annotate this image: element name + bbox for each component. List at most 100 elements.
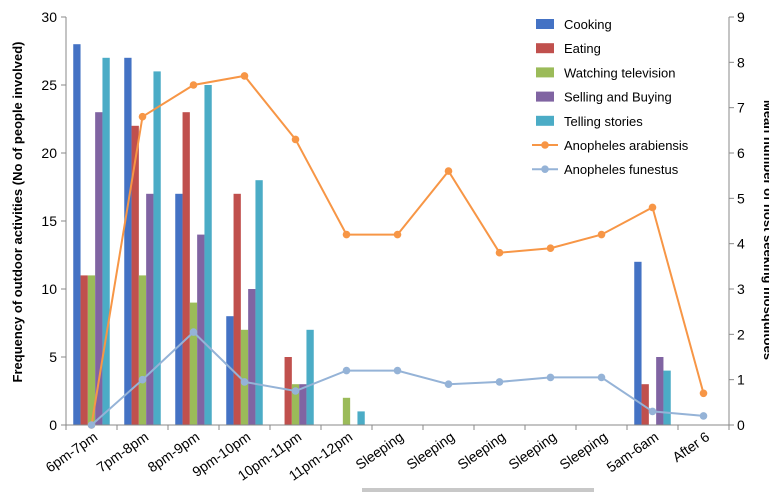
bars-layer <box>73 44 671 426</box>
point-anopheles-arabiensis-5 <box>342 230 351 239</box>
y-tick-label: 25 <box>41 77 57 93</box>
x-tick-label: Sleeping <box>352 428 406 472</box>
y-tick-label: 20 <box>41 145 57 161</box>
point-anopheles-arabiensis-6 <box>393 230 402 239</box>
bar-watching-television-5 <box>342 397 351 425</box>
y-axis-title: Frequency of outdoor activities (No of p… <box>10 42 25 383</box>
x-tick-label: Sleeping <box>403 428 457 472</box>
point-anopheles-funestus-9 <box>546 373 555 382</box>
point-anopheles-funestus-5 <box>342 366 351 375</box>
point-anopheles-funestus-11 <box>648 407 657 416</box>
point-anopheles-funestus-3 <box>240 378 249 386</box>
bar-watching-television-3 <box>240 329 249 425</box>
point-anopheles-arabiensis-11 <box>648 203 657 212</box>
x-tick-label: After 6 <box>669 428 712 465</box>
point-anopheles-funestus-0 <box>87 421 96 429</box>
y-tick-label: 30 <box>41 9 57 25</box>
bar-telling-stories-4 <box>306 329 314 425</box>
bar-telling-stories-3 <box>255 180 263 425</box>
sleeping-period-bracket <box>362 488 594 492</box>
legend-swatch-selling-and-buying <box>536 91 554 102</box>
x-tick-label: 6pm-7pm <box>43 428 101 475</box>
legend: Cooking Eating Watching television Selling … <box>532 17 689 177</box>
bar-telling-stories-0 <box>102 57 110 426</box>
bar-selling-and-buying-1 <box>146 193 154 425</box>
bar-eating-11 <box>641 384 649 425</box>
lines-layer <box>87 72 708 429</box>
bar-watching-television-0 <box>87 275 96 425</box>
bar-selling-and-buying-11 <box>656 357 664 425</box>
bar-eating-1 <box>131 125 139 426</box>
y2-tick-label: 7 <box>737 100 745 116</box>
point-anopheles-funestus-7 <box>444 380 453 389</box>
bar-watching-television-2 <box>189 302 198 425</box>
point-anopheles-arabiensis-7 <box>444 167 453 175</box>
bar-telling-stories-5 <box>357 411 365 425</box>
legend-label-eating: Eating <box>564 41 601 56</box>
legend-label-anopheles-arabiensis: Anopheles arabiensis <box>564 138 689 153</box>
bar-selling-and-buying-0 <box>95 112 103 425</box>
y2-tick-label: 4 <box>737 236 745 252</box>
x-tick-label: Sleeping <box>505 428 559 472</box>
bar-selling-and-buying-4 <box>299 384 307 425</box>
bar-cooking-3 <box>226 316 234 425</box>
y2-tick-label: 8 <box>737 54 745 70</box>
point-anopheles-funestus-6 <box>393 366 402 375</box>
legend-marker-anopheles-funestus <box>541 165 549 173</box>
x-tick-label: 5am-6am <box>604 428 662 475</box>
y2-tick-label: 3 <box>737 281 745 297</box>
legend-marker-anopheles-arabiensis <box>541 141 549 149</box>
bar-selling-and-buying-3 <box>248 289 256 425</box>
y2-tick-label: 0 <box>737 417 745 433</box>
legend-swatch-eating <box>536 43 554 54</box>
y2-tick-label: 2 <box>737 326 745 342</box>
legend-label-watching-television: Watching television <box>564 65 676 80</box>
axes-layer <box>61 16 734 430</box>
y-tick-label: 15 <box>41 213 57 229</box>
point-anopheles-arabiensis-4 <box>291 135 300 144</box>
legend-label-cooking: Cooking <box>564 17 612 32</box>
bar-eating-0 <box>80 275 88 425</box>
bar-eating-4 <box>284 357 292 425</box>
point-anopheles-arabiensis-12 <box>699 389 708 398</box>
point-anopheles-funestus-1 <box>138 375 147 384</box>
legend-swatch-telling-stories <box>536 115 554 126</box>
bar-cooking-2 <box>175 193 183 425</box>
x-tick-label: 7pm-8pm <box>94 428 152 475</box>
point-anopheles-funestus-12 <box>699 412 708 420</box>
point-anopheles-funestus-4 <box>291 387 300 395</box>
point-anopheles-arabiensis-1 <box>138 112 147 121</box>
y-tick-label: 10 <box>41 281 57 297</box>
bar-telling-stories-1 <box>153 71 161 426</box>
point-anopheles-arabiensis-9 <box>546 244 555 252</box>
point-anopheles-funestus-8 <box>495 378 504 386</box>
bar-selling-and-buying-2 <box>197 234 205 425</box>
point-anopheles-funestus-10 <box>597 373 606 382</box>
bar-eating-3 <box>233 193 241 425</box>
point-anopheles-arabiensis-10 <box>597 230 606 239</box>
x-tick-label: Sleeping <box>454 428 508 472</box>
legend-swatch-cooking <box>536 19 554 29</box>
legend-label-selling-and-buying: Selling and Buying <box>564 90 672 105</box>
y2-tick-label: 9 <box>737 9 745 25</box>
y2-tick-label: 5 <box>737 190 745 206</box>
bar-watching-television-1 <box>138 275 147 425</box>
y2-axis-title: Mean number of host seeking mosquitoes <box>761 100 769 360</box>
legend-label-telling-stories: Telling stories <box>564 114 643 129</box>
y2-tick-label: 6 <box>737 145 745 161</box>
y2-tick-label: 1 <box>737 372 745 388</box>
bar-cooking-11 <box>634 261 642 425</box>
legend-label-anopheles-funestus: Anopheles funestus <box>564 162 679 177</box>
bar-eating-2 <box>182 112 190 425</box>
point-anopheles-arabiensis-2 <box>189 81 198 89</box>
point-anopheles-arabiensis-3 <box>240 72 249 80</box>
y-tick-label: 5 <box>49 349 57 365</box>
legend-swatch-watching-television <box>536 67 554 78</box>
bar-telling-stories-11 <box>663 370 671 425</box>
point-anopheles-arabiensis-8 <box>495 248 504 257</box>
point-anopheles-funestus-2 <box>189 328 198 336</box>
bar-cooking-1 <box>124 57 132 426</box>
bar-telling-stories-2 <box>204 85 212 425</box>
bar-cooking-0 <box>73 44 81 425</box>
